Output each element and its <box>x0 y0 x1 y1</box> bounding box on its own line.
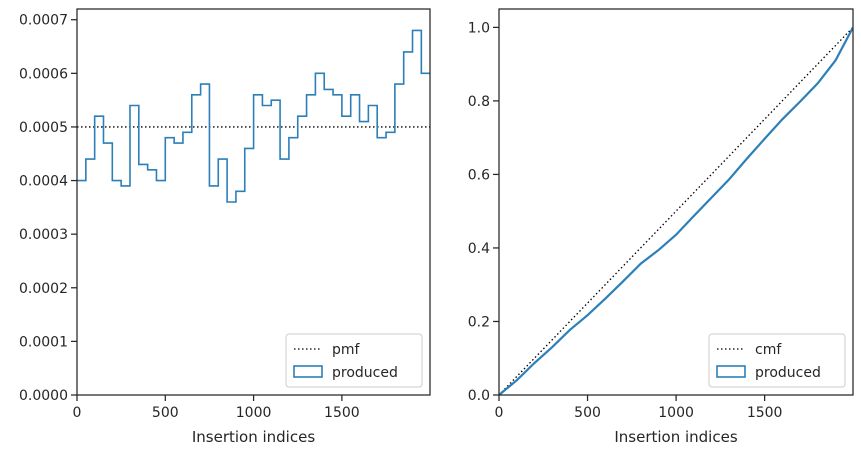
y-tick-label: 0.0000 <box>19 388 68 404</box>
y-tick-label: 0.8 <box>468 94 490 110</box>
legend-swatch-patch <box>293 365 323 378</box>
y-tick-label: 0.0004 <box>19 174 68 190</box>
x-tick-label: 1500 <box>324 405 360 421</box>
x-axis-label: Insertion indices <box>192 428 315 446</box>
y-tick-label: 0.0007 <box>19 13 68 29</box>
y-tick-label: 0.2 <box>468 314 490 330</box>
pmf-panel: 0 500 1000 1500 0.0000 0.0001 0.0002 0.0003 0.00… <box>19 8 431 446</box>
x-tick-label: 500 <box>152 405 179 421</box>
x-axis-label: Insertion indices <box>614 428 737 446</box>
legend-swatch-patch <box>716 365 746 378</box>
y-tick-label: 0.0003 <box>19 227 68 243</box>
legend-label: produced <box>755 365 821 381</box>
x-tick-label: 1000 <box>658 405 694 421</box>
produced-step-line <box>77 29 430 203</box>
y-tick-label: 0.0006 <box>19 66 68 82</box>
cmf-panel: 0 500 1000 1500 0.0 0.2 0.4 0.6 0.8 1.0 Insertion … <box>468 8 854 446</box>
cmf-reference-line <box>499 26 853 395</box>
y-tick-label: 0.4 <box>468 241 490 257</box>
legend-label: produced <box>332 365 398 381</box>
legend-label: pmf <box>332 342 361 358</box>
y-tick-label: 0.0 <box>468 388 490 404</box>
y-tick-label: 0.0002 <box>19 281 68 297</box>
legend-box <box>708 333 846 388</box>
y-tick-label: 0.6 <box>468 167 490 183</box>
y-tick-label: 1.0 <box>468 20 490 36</box>
x-tick-label: 1500 <box>747 405 783 421</box>
x-tick-label: 0 <box>73 405 82 421</box>
legend: cmf produced <box>708 333 846 388</box>
legend-box <box>285 333 423 388</box>
legend-label: cmf <box>755 342 782 358</box>
y-tick-label: 0.0005 <box>19 120 68 136</box>
legend: pmf produced <box>285 333 423 388</box>
x-tick-label: 1000 <box>236 405 272 421</box>
x-tick-label: 0 <box>495 405 504 421</box>
data-layer <box>499 26 853 395</box>
produced-line <box>499 26 853 395</box>
x-tick-label: 500 <box>574 405 601 421</box>
data-layer <box>77 29 430 203</box>
y-tick-label: 0.0001 <box>19 334 68 350</box>
